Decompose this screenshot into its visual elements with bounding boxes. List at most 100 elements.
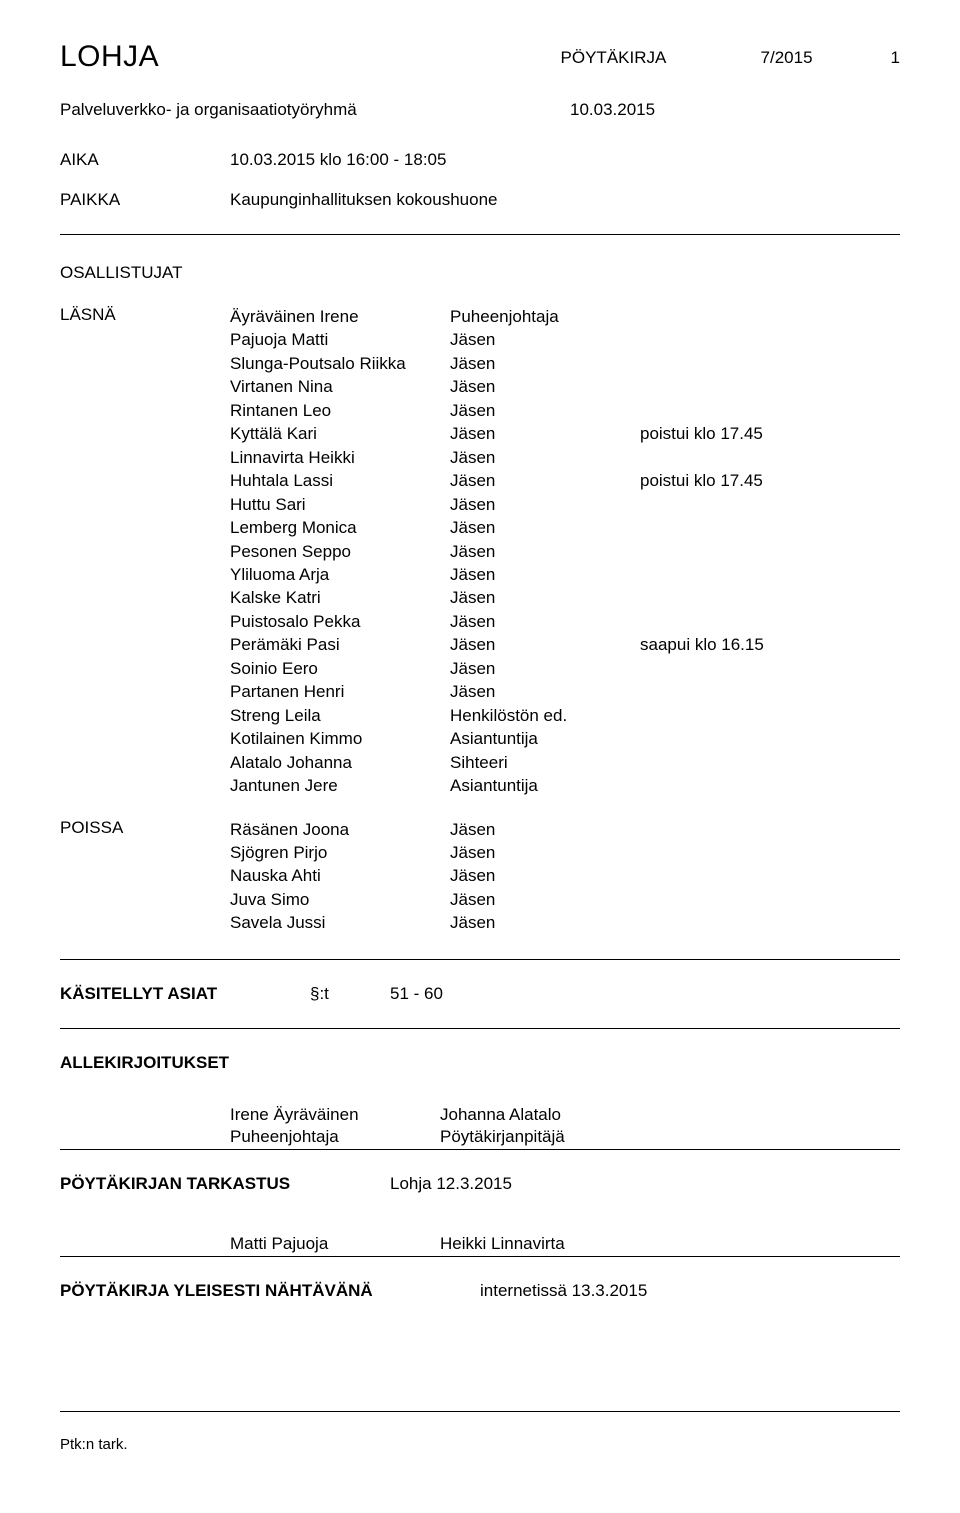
attendee-note xyxy=(640,563,900,586)
attendee-row: Streng LeilaHenkilöstön ed. xyxy=(230,704,900,727)
attendee-row: Savela JussiJäsen xyxy=(230,911,900,934)
verifier-left: Matti Pajuoja xyxy=(60,1234,440,1254)
attendee-row: Partanen HenriJäsen xyxy=(230,680,900,703)
attendee-note xyxy=(640,352,900,375)
attendee-role: Jäsen xyxy=(450,864,640,887)
attendee-row: Kyttälä KariJäsenpoistui klo 17.45 xyxy=(230,422,900,445)
verification-label: PÖYTÄKIRJAN TARKASTUS xyxy=(60,1174,390,1194)
attendee-name: Rintanen Leo xyxy=(230,399,450,422)
attendee-row: Lemberg MonicaJäsen xyxy=(230,516,900,539)
attendee-note xyxy=(640,540,900,563)
header-row: LOHJA PÖYTÄKIRJA 7/2015 1 xyxy=(60,40,900,74)
attendee-role: Jäsen xyxy=(450,540,640,563)
attendee-name: Äyräväinen Irene xyxy=(230,305,450,328)
attendee-note xyxy=(640,704,900,727)
paikka-row: PAIKKA Kaupunginhallituksen kokoushuone xyxy=(60,190,900,210)
attendee-note xyxy=(640,911,900,934)
group-date: 10.03.2015 xyxy=(570,100,900,120)
attendee-role: Asiantuntija xyxy=(450,727,640,750)
attendee-row: Sjögren PirjoJäsen xyxy=(230,841,900,864)
present-label: LÄSNÄ xyxy=(60,305,230,798)
present-list: Äyräväinen IrenePuheenjohtajaPajuoja Mat… xyxy=(230,305,900,798)
publicity-value: internetissä 13.3.2015 xyxy=(480,1281,647,1301)
attendee-role: Jäsen xyxy=(450,610,640,633)
attendee-role: Jäsen xyxy=(450,888,640,911)
attendee-name: Räsänen Joona xyxy=(230,818,450,841)
attendee-role: Sihteeri xyxy=(450,751,640,774)
attendee-role: Jäsen xyxy=(450,493,640,516)
attendee-note: poistui klo 17.45 xyxy=(640,469,900,492)
attendee-note xyxy=(640,774,900,797)
attendee-role: Jäsen xyxy=(450,586,640,609)
verifier-right: Heikki Linnavirta xyxy=(440,1234,900,1254)
attendee-role: Jäsen xyxy=(450,563,640,586)
attendee-note xyxy=(640,305,900,328)
attendee-note xyxy=(640,727,900,750)
attendee-note xyxy=(640,610,900,633)
attendee-role: Jäsen xyxy=(450,328,640,351)
attendee-note xyxy=(640,586,900,609)
attendee-name: Perämäki Pasi xyxy=(230,633,450,656)
attendee-name: Kotilainen Kimmo xyxy=(230,727,450,750)
verification-row: PÖYTÄKIRJAN TARKASTUS Lohja 12.3.2015 xyxy=(60,1174,900,1194)
attendee-row: Rintanen LeoJäsen xyxy=(230,399,900,422)
signature-roles-row: Puheenjohtaja Pöytäkirjanpitäjä xyxy=(60,1127,900,1147)
attendee-name: Jantunen Jere xyxy=(230,774,450,797)
attendee-role: Jäsen xyxy=(450,469,640,492)
attendee-row: Nauska AhtiJäsen xyxy=(230,864,900,887)
attendee-note xyxy=(640,818,900,841)
attendee-name: Partanen Henri xyxy=(230,680,450,703)
attendee-role: Jäsen xyxy=(450,399,640,422)
attendee-role: Asiantuntija xyxy=(450,774,640,797)
attendee-note xyxy=(640,446,900,469)
divider xyxy=(60,959,900,960)
attendee-row: Kalske KatriJäsen xyxy=(230,586,900,609)
attendee-role: Puheenjohtaja xyxy=(450,305,640,328)
verification-value: Lohja 12.3.2015 xyxy=(390,1174,900,1194)
divider xyxy=(60,1028,900,1029)
attendee-note xyxy=(640,657,900,680)
divider xyxy=(60,1411,900,1412)
attendee-note: poistui klo 17.45 xyxy=(640,422,900,445)
attendee-name: Linnavirta Heikki xyxy=(230,446,450,469)
attendee-row: Virtanen NinaJäsen xyxy=(230,375,900,398)
publicity-label: PÖYTÄKIRJA YLEISESTI NÄHTÄVÄNÄ xyxy=(60,1281,480,1301)
attendee-note xyxy=(640,493,900,516)
attendee-name: Nauska Ahti xyxy=(230,864,450,887)
attendee-row: Slunga-Poutsalo RiikkaJäsen xyxy=(230,352,900,375)
aika-row: AIKA 10.03.2015 klo 16:00 - 18:05 xyxy=(60,150,900,170)
attendee-role: Jäsen xyxy=(450,446,640,469)
attendee-row: Jantunen JereAsiantuntija xyxy=(230,774,900,797)
publicity-row: PÖYTÄKIRJA YLEISESTI NÄHTÄVÄNÄ interneti… xyxy=(60,1281,900,1301)
attendee-row: Pajuoja MattiJäsen xyxy=(230,328,900,351)
attendee-role: Jäsen xyxy=(450,633,640,656)
items-label: KÄSITELLYT ASIAT xyxy=(60,984,310,1004)
items-row: KÄSITELLYT ASIAT §:t 51 - 60 xyxy=(60,984,900,1004)
attendee-name: Virtanen Nina xyxy=(230,375,450,398)
group-name: Palveluverkko- ja organisaatiotyöryhmä xyxy=(60,100,570,120)
attendee-role: Jäsen xyxy=(450,680,640,703)
attendee-role: Jäsen xyxy=(450,818,640,841)
attendee-role: Jäsen xyxy=(450,841,640,864)
attendee-name: Soinio Eero xyxy=(230,657,450,680)
footer-text: Ptk:n tark. xyxy=(60,1436,900,1453)
signature-left-name: Irene Äyräväinen xyxy=(60,1105,440,1125)
attendee-note xyxy=(640,751,900,774)
absent-block: POISSA Räsänen JoonaJäsenSjögren PirjoJä… xyxy=(60,818,900,935)
attendee-role: Jäsen xyxy=(450,422,640,445)
subheader-row: Palveluverkko- ja organisaatiotyöryhmä 1… xyxy=(60,100,900,120)
absent-list: Räsänen JoonaJäsenSjögren PirjoJäsenNaus… xyxy=(230,818,900,935)
present-block: LÄSNÄ Äyräväinen IrenePuheenjohtajaPajuo… xyxy=(60,305,900,798)
attendee-role: Jäsen xyxy=(450,516,640,539)
attendee-name: Pesonen Seppo xyxy=(230,540,450,563)
attendee-name: Sjögren Pirjo xyxy=(230,841,450,864)
doc-type: PÖYTÄKIRJA xyxy=(561,40,761,74)
attendee-note xyxy=(640,375,900,398)
attendee-name: Puistosalo Pekka xyxy=(230,610,450,633)
attendee-row: Soinio EeroJäsen xyxy=(230,657,900,680)
page-number: 1 xyxy=(891,40,900,74)
attendee-name: Slunga-Poutsalo Riikka xyxy=(230,352,450,375)
attendee-row: Pesonen SeppoJäsen xyxy=(230,540,900,563)
items-range: 51 - 60 xyxy=(390,984,900,1004)
attendee-note xyxy=(640,328,900,351)
